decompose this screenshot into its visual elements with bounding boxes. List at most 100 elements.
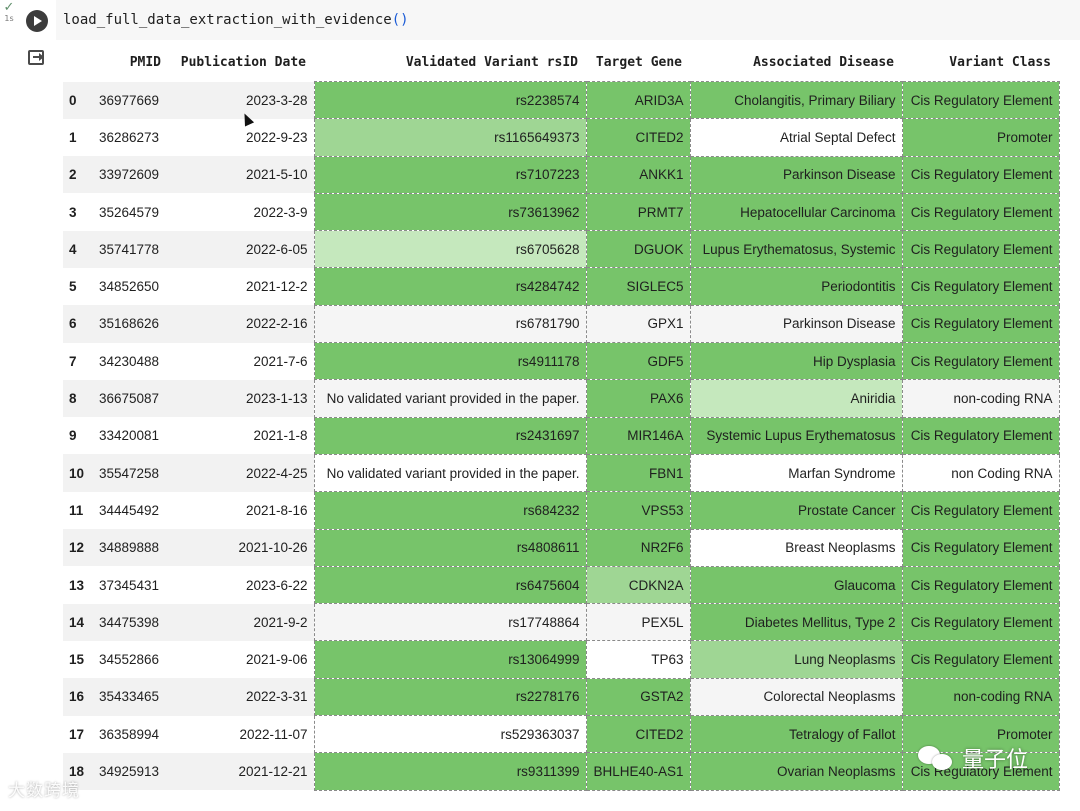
cell-rsid: rs529363037 xyxy=(313,715,587,754)
table-row: 14 34475398 2021-9-2 rs17748864 PEX5L Diabete… xyxy=(63,603,1060,642)
cell-disease: Systemic Lupus Erythematosus xyxy=(689,416,903,455)
row-index: 8 xyxy=(63,379,93,418)
cell-rsid: rs684232 xyxy=(313,491,587,530)
run-cell-button[interactable] xyxy=(26,10,48,32)
cell-disease: Breast Neoplasms xyxy=(689,528,903,567)
row-index: 14 xyxy=(63,603,93,641)
cell-disease: Lung Neoplasms xyxy=(689,640,903,679)
cell-disease: Diabetes Mellitus, Type 2 xyxy=(689,603,903,642)
cell-variant-class: Cis Regulatory Element xyxy=(901,192,1060,232)
cell-pmid: 34925913 xyxy=(93,752,169,791)
table-row: 17 36358994 2022-11-07 rs529363037 CITED2 Tet… xyxy=(63,715,1060,754)
row-index: 5 xyxy=(63,267,93,306)
cell-variant-class: Cis Regulatory Element xyxy=(901,640,1060,679)
cell-variant-class: Cis Regulatory Element xyxy=(901,304,1060,344)
table-row: 5 34852650 2021-12-2 rs4284742 SIGLEC5 Period… xyxy=(63,267,1060,306)
cell-rsid: rs6781790 xyxy=(313,304,587,344)
cell-disease: Periodontitis xyxy=(689,267,903,306)
cell-rsid: rs13064999 xyxy=(313,640,587,679)
cell-pmid: 34552866 xyxy=(93,640,169,679)
row-index: 12 xyxy=(63,529,93,567)
code-parens: () xyxy=(391,12,409,28)
watermark-left: 大数跨境 xyxy=(8,781,80,801)
cell-disease: Colorectal Neoplasms xyxy=(689,677,903,717)
table-row: 13 37345431 2023-6-22 rs6475604 CDKN2A Glauco… xyxy=(63,565,1060,605)
cell-rsid: rs9311399 xyxy=(313,752,587,791)
cell-publication-date: 2023-3-28 xyxy=(169,81,314,119)
output-actions-icon[interactable] xyxy=(28,50,44,65)
cell-disease: Atrial Septal Defect xyxy=(689,118,903,157)
cell-disease: Hepatocellular Carcinoma xyxy=(689,192,903,232)
cell-target-gene: GSTA2 xyxy=(585,677,691,717)
execution-time: 1s xyxy=(4,14,14,23)
table-header-row: PMID Publication Date Validated Variant … xyxy=(63,44,1059,82)
cell-publication-date: 2022-3-9 xyxy=(169,193,314,231)
table-row: 0 36977669 2023-3-28 rs2238574 ARID3A Cholang… xyxy=(63,80,1060,120)
column-header-publication-date: Publication Date xyxy=(180,55,306,71)
cell-target-gene: NR2F6 xyxy=(585,528,691,567)
cell-target-gene: BHLHE40-AS1 xyxy=(585,752,691,791)
cell-publication-date: 2021-9-06 xyxy=(169,640,314,679)
cell-rsid: rs7107223 xyxy=(313,155,587,194)
cell-publication-date: 2022-11-07 xyxy=(169,715,314,753)
dataframe-table: PMID Publication Date Validated Variant … xyxy=(63,44,1060,791)
table-row: 7 34230488 2021-7-6 rs4911178 GDF5 Hip Dyspla… xyxy=(63,342,1060,381)
cell-publication-date: 2021-12-21 xyxy=(169,752,314,791)
cell-disease: Parkinson Disease xyxy=(689,155,903,194)
cell-target-gene: CITED2 xyxy=(585,715,691,754)
cell-pmid: 37345431 xyxy=(93,566,169,604)
cell-target-gene: CITED2 xyxy=(585,118,691,157)
row-index: 4 xyxy=(63,230,93,268)
check-icon: ✓ xyxy=(3,0,15,15)
row-index: 2 xyxy=(63,156,93,194)
row-index: 7 xyxy=(63,342,93,380)
code-editor[interactable]: load_full_data_extraction_with_evidence(… xyxy=(56,0,1080,40)
cell-target-gene: MIR146A xyxy=(585,416,691,455)
cell-variant-class: non-coding RNA xyxy=(901,379,1060,418)
cell-rsid: rs6705628 xyxy=(313,230,587,269)
cell-pmid: 34230488 xyxy=(93,342,169,380)
row-index: 11 xyxy=(63,491,93,530)
cell-variant-class: Cis Regulatory Element xyxy=(901,80,1060,120)
cell-publication-date: 2021-12-2 xyxy=(169,267,314,306)
cell-rsid: rs4808611 xyxy=(313,528,587,567)
cell-rsid: No validated variant provided in the pap… xyxy=(313,379,587,418)
row-index: 13 xyxy=(63,566,93,604)
cell-disease: Cholangitis, Primary Biliary xyxy=(689,80,903,120)
row-index: 10 xyxy=(63,454,93,492)
cell-pmid: 34475398 xyxy=(93,603,169,641)
cell-publication-date: 2021-5-10 xyxy=(169,156,314,194)
cell-pmid: 34889888 xyxy=(93,529,169,567)
cell-target-gene: VPS53 xyxy=(585,491,691,530)
row-index: 15 xyxy=(63,640,93,679)
cell-publication-date: 2022-2-16 xyxy=(169,305,314,343)
cell-pmid: 36286273 xyxy=(93,118,169,157)
cell-variant-class: non Coding RNA xyxy=(901,453,1060,493)
table-row: 4 35741778 2022-6-05 rs6705628 DGUOK Lupus Er… xyxy=(63,230,1060,269)
cell-disease: Tetralogy of Fallot xyxy=(689,715,903,754)
cell-variant-class: non-coding RNA xyxy=(901,677,1060,717)
cell-publication-date: 2022-9-23 xyxy=(169,118,314,157)
cell-target-gene: ARID3A xyxy=(585,80,691,120)
cell-target-gene: PEX5L xyxy=(585,603,691,642)
watermark-right-text: 量子位 xyxy=(962,748,1029,773)
row-index: 0 xyxy=(63,81,93,119)
cell-target-gene: DGUOK xyxy=(585,230,691,269)
cell-publication-date: 2021-10-26 xyxy=(169,529,314,567)
cell-disease: Parkinson Disease xyxy=(689,304,903,344)
table-body: 0 36977669 2023-3-28 rs2238574 ARID3A Cholang… xyxy=(63,80,1060,791)
cell-publication-date: 2022-6-05 xyxy=(169,230,314,268)
table-row: 10 35547258 2022-4-25 No validated variant … xyxy=(63,453,1060,493)
cell-pmid: 34852650 xyxy=(93,267,169,306)
cell-variant-class: Cis Regulatory Element xyxy=(901,565,1060,605)
code-function-name: load_full_data_extraction_with_evidence xyxy=(63,12,392,28)
cell-variant-class: Cis Regulatory Element xyxy=(901,342,1060,381)
row-index: 6 xyxy=(63,305,93,343)
cell-rsid: rs2238574 xyxy=(313,80,587,120)
cell-publication-date: 2021-8-16 xyxy=(169,491,314,530)
row-index: 3 xyxy=(63,193,93,231)
table-row: 6 35168626 2022-2-16 rs6781790 GPX1 Parkinson… xyxy=(63,304,1060,344)
row-index: 17 xyxy=(63,715,93,753)
execution-status: ✓ 1s xyxy=(0,0,18,24)
cell-publication-date: 2021-1-8 xyxy=(169,417,314,455)
